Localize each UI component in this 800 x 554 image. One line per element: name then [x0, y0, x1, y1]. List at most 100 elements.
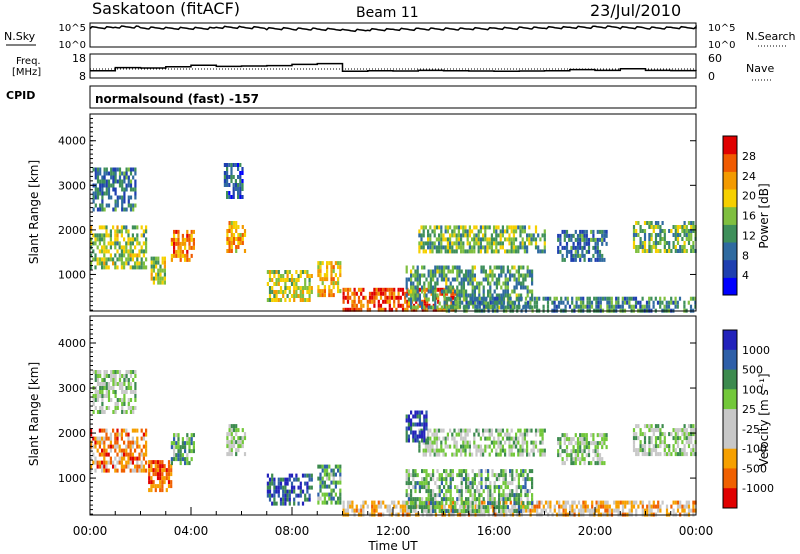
heatmap-cell: [531, 289, 534, 294]
heatmap-cell: [663, 245, 666, 249]
heatmap-cell: [630, 504, 633, 509]
heatmap-cell: [134, 203, 137, 208]
heatmap-cell: [506, 269, 509, 274]
heatmap-cell: [399, 295, 402, 300]
heatmap-cell: [92, 233, 95, 238]
heatmap-cell: [427, 241, 430, 246]
heatmap-cell: [107, 468, 110, 473]
heatmap-cell: [502, 289, 505, 294]
heatmap-cell: [690, 452, 693, 457]
heatmap-cell: [152, 268, 155, 273]
heatmap-cell: [520, 509, 523, 514]
heatmap-cell: [574, 257, 577, 262]
heatmap-cell: [657, 500, 660, 505]
heatmap-cell: [368, 291, 372, 296]
heatmap-cell: [498, 265, 501, 270]
heatmap-cell: [663, 436, 666, 441]
heatmap-cell: [491, 304, 495, 309]
heatmap-cell: [116, 436, 119, 441]
heatmap-cell: [532, 444, 535, 449]
heatmap-cell: [140, 261, 143, 266]
colorbar-tick-label: 16: [742, 210, 756, 223]
heatmap-cell: [489, 485, 492, 490]
heatmap-cell: [639, 500, 642, 505]
heatmap-cell: [131, 225, 134, 230]
heatmap-cell: [416, 422, 419, 427]
heatmap-cell: [410, 422, 413, 427]
heatmap-cell: [304, 493, 307, 498]
heatmap-cell: [406, 299, 409, 304]
heatmap-cell: [432, 289, 435, 294]
heatmap-cell: [304, 278, 307, 282]
heatmap-cell: [598, 441, 602, 446]
heatmap-cell: [129, 237, 132, 242]
heatmap-cell: [643, 245, 647, 249]
freq-left-label-2: [MHz]: [12, 67, 41, 78]
heatmap-cell: [114, 265, 117, 270]
heatmap-cell: [393, 299, 396, 304]
heatmap-cell: [326, 265, 329, 270]
heatmap-cell: [241, 167, 244, 171]
heatmap-cell: [440, 501, 443, 506]
heatmap-cell: [587, 245, 591, 250]
heatmap-cell: [674, 432, 677, 437]
heatmap-cell: [416, 473, 419, 478]
heatmap-cell: [471, 249, 474, 254]
heatmap-cell: [371, 295, 374, 300]
heatmap-cell: [526, 505, 529, 510]
heatmap-cell: [692, 225, 695, 229]
heatmap-cell: [456, 489, 459, 494]
heatmap-cell: [129, 249, 132, 254]
heatmap-cell: [465, 273, 468, 278]
heatmap-cell: [357, 307, 361, 312]
heatmap-cell: [109, 460, 112, 465]
heatmap-cell: [192, 245, 195, 250]
heatmap-cell: [504, 249, 507, 254]
heatmap-cell: [134, 225, 137, 230]
heatmap-cell: [339, 289, 342, 294]
heatmap-cell: [427, 305, 430, 310]
heatmap-cell: [103, 183, 106, 188]
heatmap-cell: [351, 307, 354, 312]
heatmap-cell: [585, 445, 588, 450]
heatmap-cell: [118, 460, 121, 465]
heatmap-cell: [384, 504, 387, 509]
heatmap-cell: [230, 432, 233, 437]
heatmap-cell: [421, 430, 424, 435]
heatmap-cell: [112, 207, 115, 212]
heatmap-cell: [583, 253, 586, 258]
heatmap-cell: [632, 500, 636, 505]
heatmap-cell: [275, 278, 278, 282]
heatmap-cell: [451, 285, 454, 290]
heatmap-cell: [140, 249, 143, 254]
heatmap-cell: [334, 492, 337, 497]
heatmap-cell: [659, 300, 662, 305]
heatmap-cell: [683, 508, 686, 513]
heatmap-cell: [299, 489, 302, 494]
heatmap-cell: [407, 485, 410, 490]
heatmap-cell: [661, 424, 664, 429]
heatmap-cell: [96, 167, 100, 172]
heatmap-cell: [416, 410, 419, 415]
heatmap-cell: [412, 430, 415, 435]
heatmap-cell: [603, 233, 606, 238]
heatmap-cell: [118, 432, 121, 437]
colorbar-frame: [722, 329, 738, 509]
heatmap-cell: [232, 440, 236, 445]
heatmap-cell: [230, 163, 233, 167]
heatmap-cell: [500, 473, 503, 478]
heatmap-cell: [590, 237, 593, 242]
heatmap-cell: [531, 297, 534, 302]
heatmap-cell: [489, 281, 492, 286]
heatmap-cell: [429, 509, 432, 514]
heatmap-cell: [436, 477, 439, 482]
heatmap-cell: [488, 225, 491, 230]
heatmap-cell: [414, 297, 417, 302]
heatmap-cell: [112, 390, 115, 394]
heatmap-cell: [524, 489, 527, 494]
heatmap-cell: [464, 225, 467, 230]
heatmap-cell: [103, 167, 106, 172]
heatmap-cell: [506, 481, 509, 486]
heatmap-cell: [683, 241, 686, 245]
heatmap-cell: [332, 472, 335, 477]
